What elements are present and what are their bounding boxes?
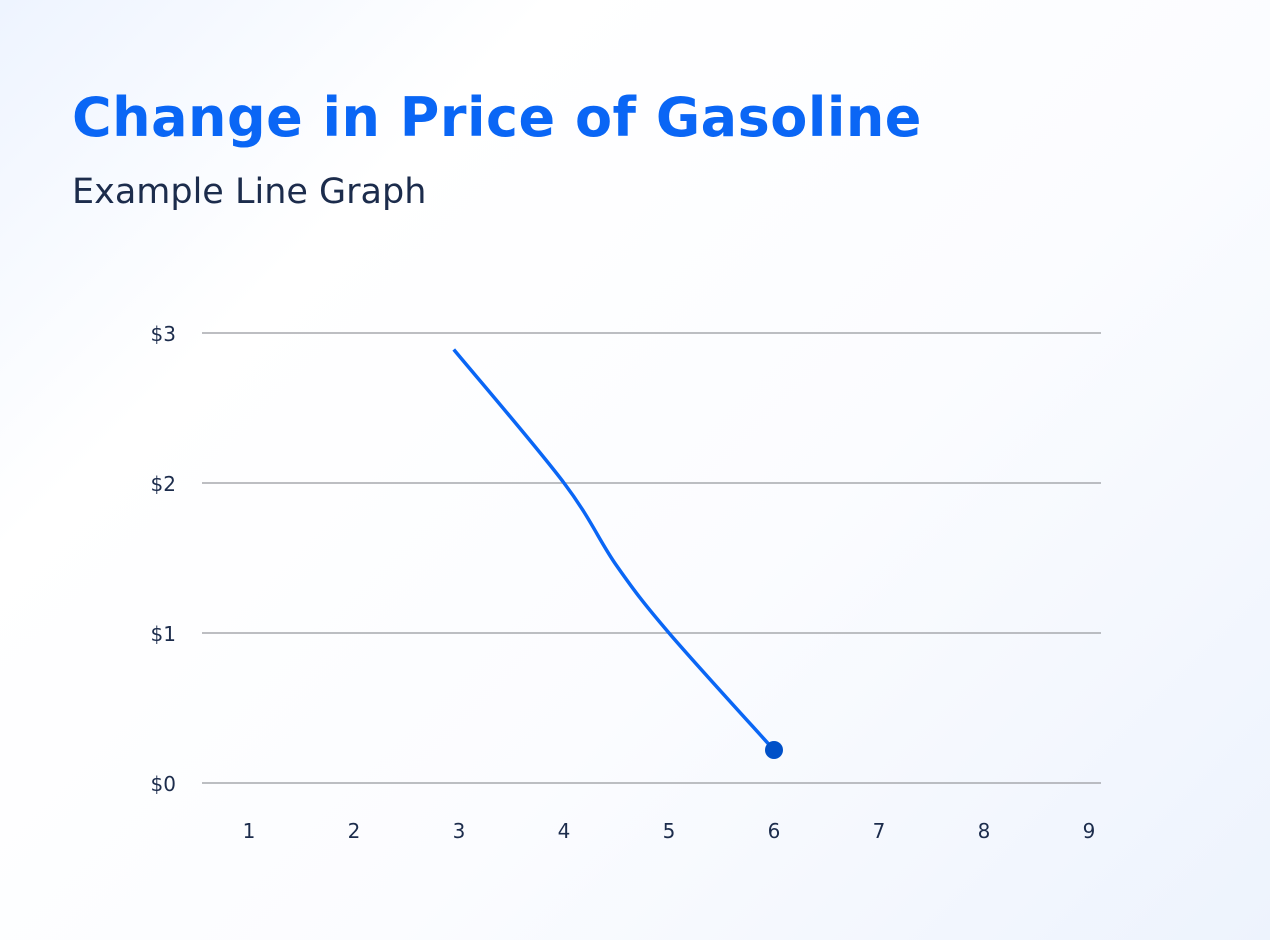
y-tick-label: $0 (151, 772, 176, 796)
chart-subtitle: Example Line Graph (72, 172, 427, 212)
chart-title: Change in Price of Gasoline (72, 86, 922, 149)
y-tick-label: $3 (151, 322, 176, 346)
x-tick-label: 6 (768, 819, 781, 843)
end-point-marker (765, 741, 783, 759)
y-tick-label: $2 (151, 472, 176, 496)
x-tick-label: 5 (663, 819, 676, 843)
x-tick-label: 1 (243, 819, 256, 843)
x-tick-label: 7 (873, 819, 886, 843)
x-tick-label: 2 (348, 819, 361, 843)
series-line (452, 348, 776, 752)
x-tick-label: 4 (558, 819, 571, 843)
y-tick-label: $1 (151, 622, 176, 646)
x-tick-label: 9 (1083, 819, 1096, 843)
x-tick-label: 8 (978, 819, 991, 843)
x-tick-label: 3 (453, 819, 466, 843)
